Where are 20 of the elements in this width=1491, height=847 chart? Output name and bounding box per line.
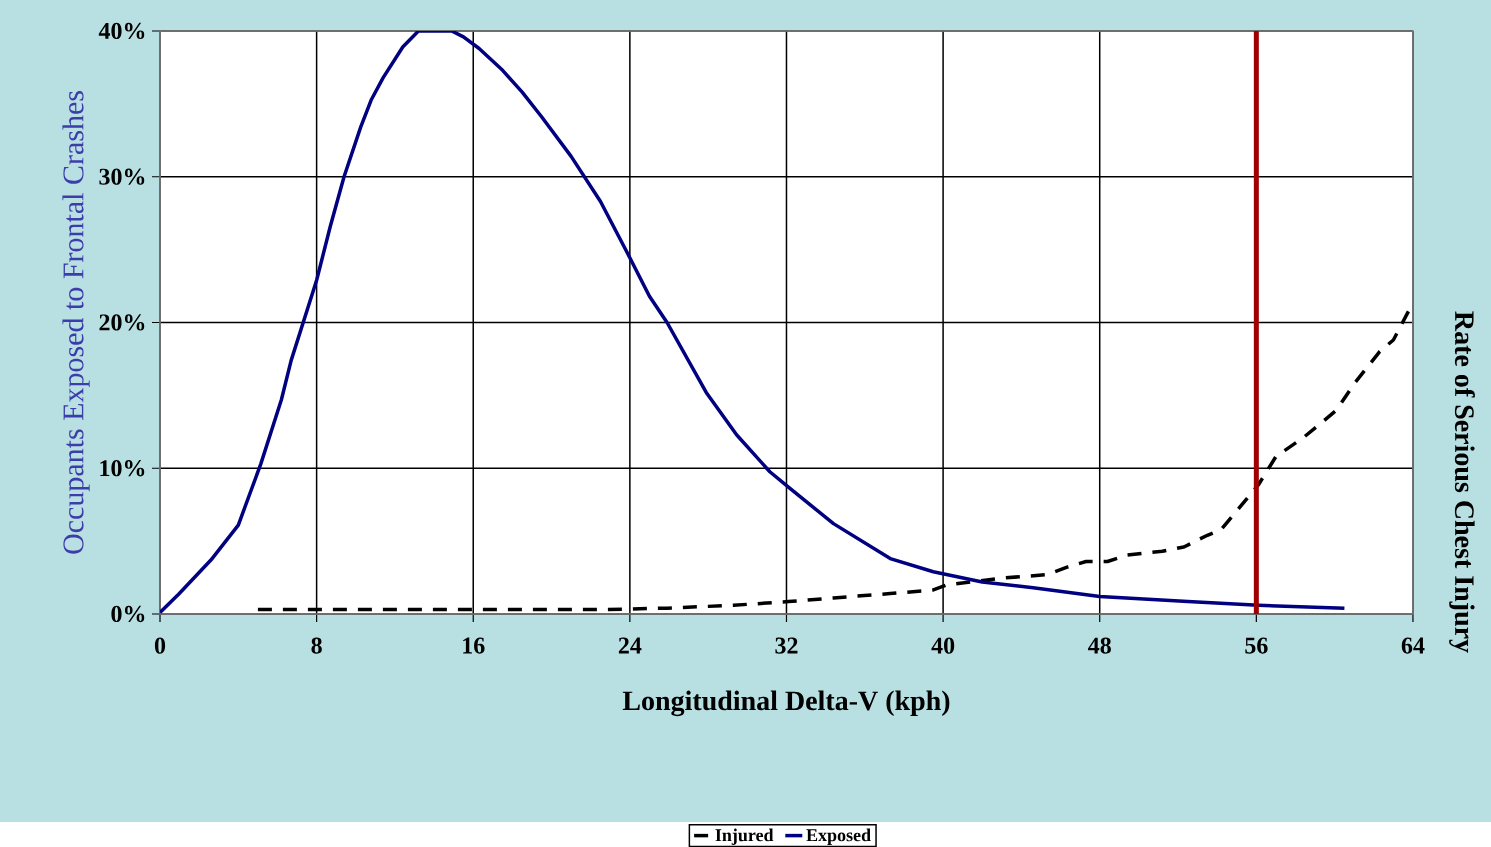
x-tick-label: 8 — [311, 637, 322, 654]
y-tick-label: 30% — [99, 168, 145, 185]
x-tick-label: 64 — [1401, 637, 1425, 654]
x-tick-label: 24 — [618, 637, 642, 654]
y-tick-label: 0% — [111, 605, 145, 622]
x-axis-title: Longitudinal Delta-V (kph) — [622, 690, 950, 717]
y-tick-label: 40% — [98, 22, 145, 39]
x-tick-label: 32 — [775, 637, 798, 654]
y-tick-label: 10% — [100, 459, 145, 477]
legend-label: Exposed — [806, 828, 871, 845]
y2-axis-title: Rate of Serious Chest Injury — [1449, 311, 1475, 653]
y-axis-title: Occupants Exposed to Frontal Crashes — [62, 90, 90, 554]
legend-label: Injured — [715, 828, 774, 845]
line-series — [160, 30, 1347, 614]
x-tick-label: 48 — [1088, 637, 1111, 654]
y-tick-label: 20% — [99, 314, 145, 331]
x-tick-label: 56 — [1245, 637, 1268, 654]
x-tick-label: 16 — [463, 637, 485, 654]
x-tick-label: 0 — [154, 637, 166, 654]
x-tick-label: 40 — [931, 637, 955, 654]
